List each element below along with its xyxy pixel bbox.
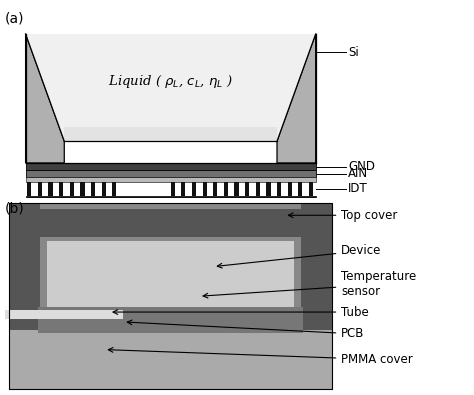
Text: (b): (b)	[5, 201, 25, 215]
Text: Liquid ( $\rho_L$, $c_L$, $\eta_L$ ): Liquid ( $\rho_L$, $c_L$, $\eta_L$ )	[108, 73, 233, 90]
Bar	[5, 310, 123, 318]
Polygon shape	[64, 127, 277, 141]
Bar	[9, 203, 332, 389]
Text: PMMA cover: PMMA cover	[108, 348, 413, 366]
Polygon shape	[26, 34, 316, 141]
Bar	[192, 182, 196, 196]
Bar	[9, 330, 332, 389]
Bar	[224, 182, 228, 196]
Bar	[38, 307, 303, 333]
Text: Tube: Tube	[113, 306, 369, 318]
Bar	[47, 241, 294, 311]
Bar	[9, 209, 332, 237]
Bar	[266, 182, 271, 196]
Bar	[202, 182, 207, 196]
Bar	[277, 182, 281, 196]
Bar	[171, 182, 175, 196]
Bar	[26, 177, 316, 182]
Bar	[9, 203, 332, 389]
Bar	[301, 203, 332, 389]
Bar	[59, 182, 64, 196]
Bar	[101, 182, 106, 196]
Bar	[298, 182, 302, 196]
Text: Si: Si	[348, 46, 359, 58]
Bar	[81, 182, 84, 196]
Text: GND: GND	[348, 160, 375, 173]
Text: Temperature
sensor: Temperature sensor	[203, 271, 417, 298]
Bar	[70, 182, 74, 196]
Bar	[26, 163, 316, 170]
Bar	[26, 170, 316, 177]
Bar	[213, 182, 218, 196]
Text: Top cover: Top cover	[288, 209, 398, 222]
Bar	[48, 182, 53, 196]
Text: AlN: AlN	[348, 167, 368, 180]
Bar	[235, 182, 238, 196]
Bar	[256, 182, 260, 196]
Polygon shape	[26, 34, 64, 163]
Polygon shape	[277, 34, 316, 163]
Bar	[9, 203, 40, 389]
Bar	[288, 182, 292, 196]
Text: IDT: IDT	[348, 182, 368, 196]
Bar	[245, 182, 249, 196]
Bar	[26, 196, 316, 198]
Bar	[181, 182, 185, 196]
Bar	[38, 182, 42, 196]
Bar	[309, 182, 313, 196]
Text: PCB: PCB	[127, 320, 365, 340]
Bar	[112, 182, 117, 196]
Text: (a): (a)	[5, 12, 24, 26]
Bar	[27, 182, 31, 196]
Bar	[91, 182, 95, 196]
Text: Device: Device	[217, 245, 382, 268]
